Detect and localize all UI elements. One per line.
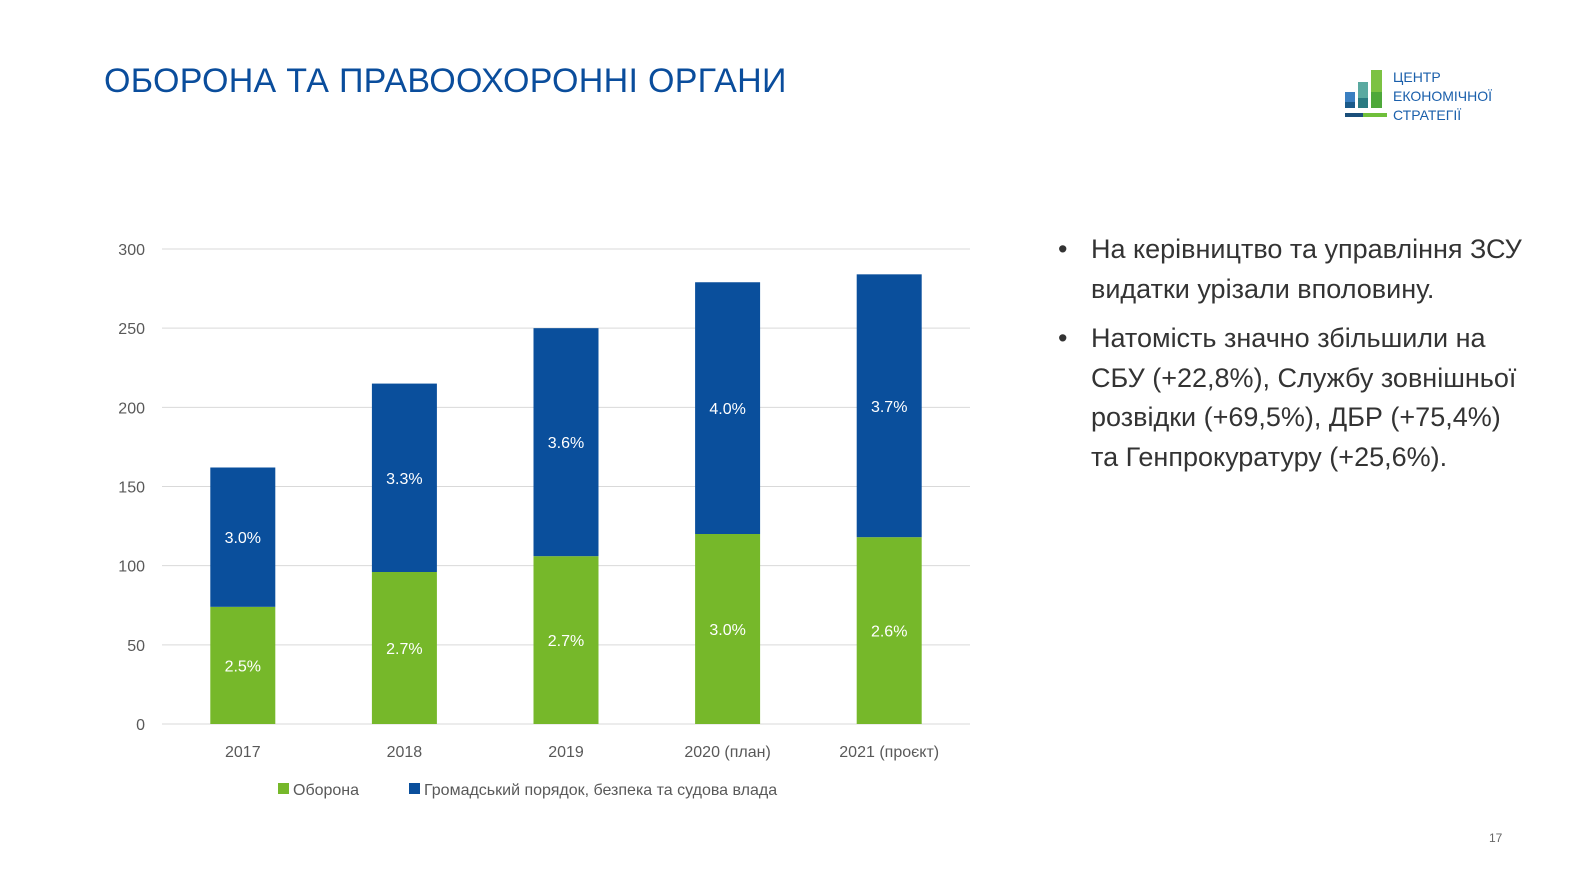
data-label: 3.7% [871, 399, 907, 416]
legend-swatch [409, 783, 420, 794]
logo-line: ЦЕНТР [1393, 69, 1441, 85]
bullet-text: На керівництво та управління ЗСУ видатки… [1091, 234, 1522, 304]
bar-public-order [856, 274, 922, 538]
data-label: 3.6% [548, 435, 584, 452]
y-tick-label: 300 [118, 242, 145, 259]
data-label: 4.0% [709, 401, 745, 418]
bullet-icon: • [1058, 234, 1068, 264]
x-tick-label: 2017 [225, 744, 261, 761]
data-label: 2.6% [871, 624, 907, 641]
data-label: 3.0% [709, 622, 745, 639]
bar-public-order [371, 383, 437, 572]
x-tick-label: 2018 [387, 744, 423, 761]
x-tick-label: 2020 (план) [684, 744, 770, 761]
x-tick-label: 2019 [548, 744, 584, 761]
logo-icon [1345, 70, 1387, 117]
legend-label: Оборона [293, 782, 359, 799]
bullet-item: • На керівництво та управління ЗСУ видатк… [1058, 230, 1528, 309]
bar-public-order [210, 467, 276, 607]
bar-defense [371, 572, 437, 724]
data-label: 3.3% [386, 471, 422, 488]
y-tick-label: 0 [136, 717, 145, 734]
logo-line: СТРАТЕГІЇ [1393, 107, 1462, 123]
page-title: ОБОРОНА ТА ПРАВООХОРОННІ ОРГАНИ [104, 62, 787, 100]
stacked-bar-chart: 0 50 100 150 200 250 300 2.5% 3.0% 2017 2.7% 3.3% 20… [118, 242, 970, 799]
bullet-item: • Натомість значно збільшили на СБУ (+22,… [1058, 319, 1528, 477]
y-tick-label: 200 [118, 400, 145, 417]
data-label: 2.7% [548, 633, 584, 650]
page-number: 17 [1489, 831, 1503, 845]
logo-text: ЦЕНТР ЕКОНОМІЧНОЇ СТРАТЕГІЇ [1393, 68, 1492, 125]
logo-line: ЕКОНОМІЧНОЇ [1393, 88, 1492, 104]
bullet-icon: • [1058, 323, 1068, 353]
data-label: 2.5% [225, 658, 261, 675]
y-tick-label: 250 [118, 321, 145, 338]
bullet-list: • На керівництво та управління ЗСУ видатк… [1058, 230, 1528, 487]
data-label: 3.0% [225, 530, 261, 547]
x-tick-label: 2021 (проєкт) [839, 744, 939, 761]
bar-public-order [533, 328, 599, 557]
legend-swatch [278, 783, 289, 794]
y-tick-label: 50 [127, 638, 145, 655]
y-tick-label: 150 [118, 480, 145, 497]
y-tick-label: 100 [118, 559, 145, 576]
bar-public-order [695, 282, 761, 534]
bar-defense [210, 606, 276, 724]
legend-label: Громадський порядок, безпека та судова в… [424, 782, 777, 799]
bar-defense [695, 534, 761, 724]
bar-defense [856, 537, 922, 724]
data-label: 2.7% [386, 641, 422, 658]
bar-defense [533, 556, 599, 724]
bullet-text: Натомість значно збільшили на СБУ (+22,8… [1091, 323, 1517, 472]
